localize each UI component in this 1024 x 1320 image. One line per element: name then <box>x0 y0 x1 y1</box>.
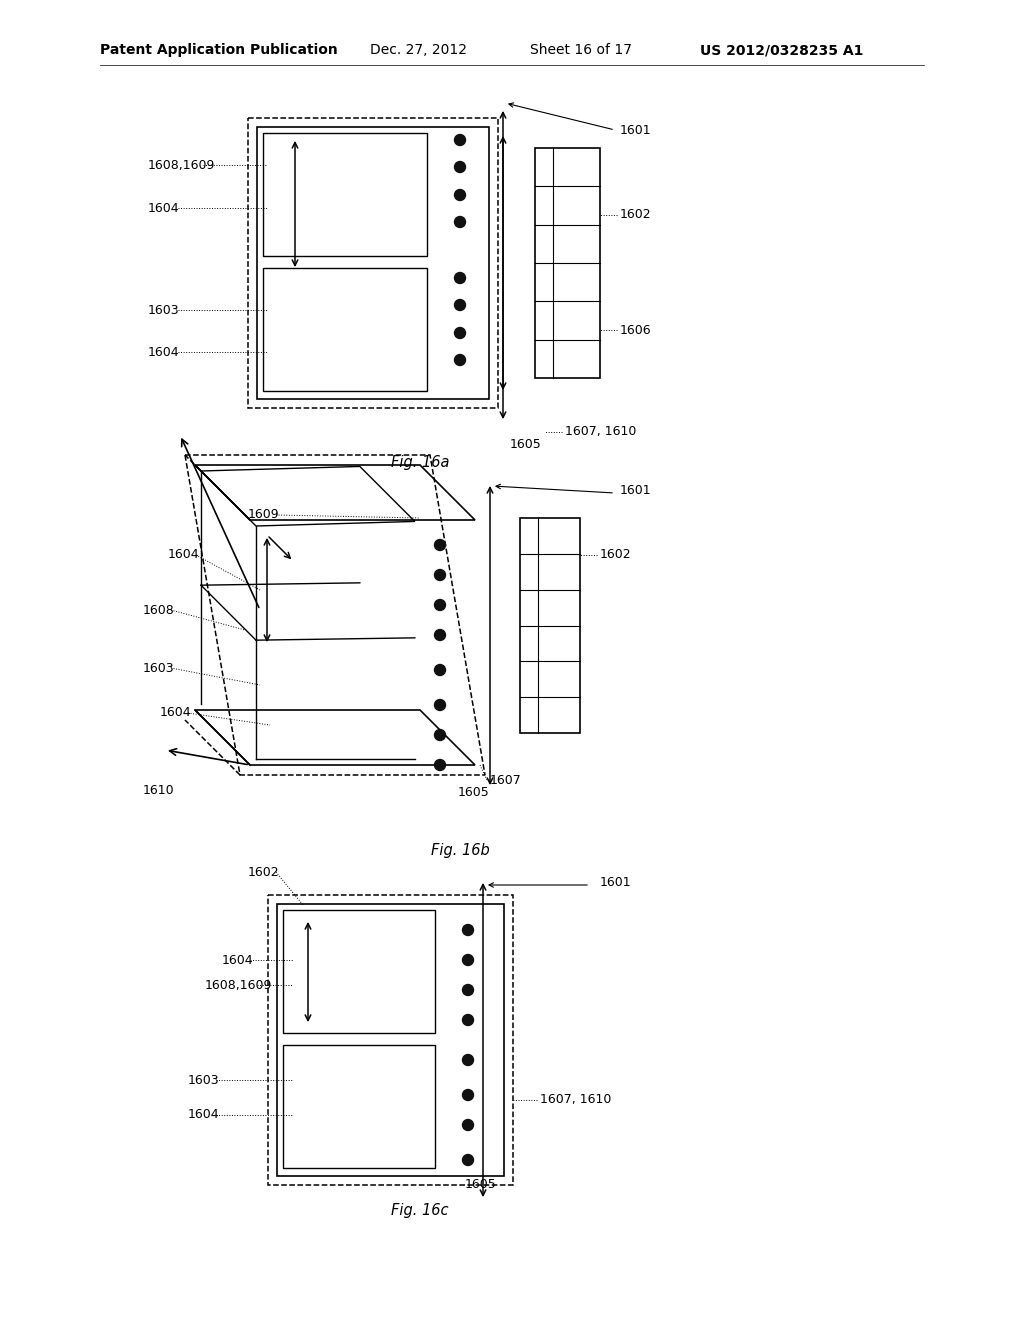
Bar <box>248 117 498 408</box>
Text: 1608,1609: 1608,1609 <box>148 158 215 172</box>
Text: Fig. 16a: Fig. 16a <box>391 454 450 470</box>
Text: Fig. 16b: Fig. 16b <box>431 842 489 858</box>
Text: 1605: 1605 <box>465 1179 497 1192</box>
Circle shape <box>434 759 445 771</box>
Text: Fig. 16c: Fig. 16c <box>391 1203 449 1217</box>
Text: 1605: 1605 <box>510 438 542 451</box>
Text: 1607: 1607 <box>490 774 522 787</box>
Circle shape <box>455 161 466 173</box>
Circle shape <box>455 216 466 227</box>
Bar <box>263 133 427 256</box>
Bar <box>278 904 504 1176</box>
Text: 1604: 1604 <box>148 346 179 359</box>
Text: 1604: 1604 <box>168 549 200 561</box>
Circle shape <box>463 985 473 995</box>
Circle shape <box>455 272 466 284</box>
Text: 1608: 1608 <box>143 603 175 616</box>
Text: 1603: 1603 <box>188 1073 219 1086</box>
Circle shape <box>455 300 466 310</box>
Text: Dec. 27, 2012: Dec. 27, 2012 <box>370 44 467 57</box>
Circle shape <box>463 1089 473 1101</box>
Bar <box>283 909 435 1034</box>
Circle shape <box>434 730 445 741</box>
Text: Sheet 16 of 17: Sheet 16 of 17 <box>530 44 632 57</box>
Text: 1603: 1603 <box>148 304 179 317</box>
Text: 1601: 1601 <box>620 124 651 136</box>
Text: 1608,1609: 1608,1609 <box>205 978 272 991</box>
Circle shape <box>434 664 445 676</box>
Text: 1607, 1610: 1607, 1610 <box>565 425 636 438</box>
Circle shape <box>463 954 473 965</box>
Bar <box>257 127 489 399</box>
Text: 1602: 1602 <box>248 866 280 879</box>
Circle shape <box>463 1155 473 1166</box>
Circle shape <box>434 540 445 550</box>
Text: 1609: 1609 <box>248 508 280 521</box>
Circle shape <box>463 1119 473 1130</box>
Text: 1605: 1605 <box>458 785 489 799</box>
Circle shape <box>434 630 445 640</box>
Bar <box>520 517 580 733</box>
Circle shape <box>434 569 445 581</box>
Text: 1601: 1601 <box>600 875 632 888</box>
Circle shape <box>463 924 473 936</box>
Bar <box>283 1045 435 1168</box>
Circle shape <box>463 1055 473 1065</box>
Text: US 2012/0328235 A1: US 2012/0328235 A1 <box>700 44 863 57</box>
Text: 1607, 1610: 1607, 1610 <box>540 1093 611 1106</box>
Text: 1602: 1602 <box>600 549 632 561</box>
Text: 1610: 1610 <box>143 784 175 796</box>
Text: 1603: 1603 <box>143 661 175 675</box>
Text: 1602: 1602 <box>620 209 651 222</box>
Circle shape <box>455 355 466 366</box>
Bar <box>535 148 600 378</box>
Circle shape <box>434 700 445 710</box>
Circle shape <box>455 327 466 338</box>
Circle shape <box>463 1015 473 1026</box>
Text: 1604: 1604 <box>222 953 254 966</box>
Text: 1604: 1604 <box>160 706 191 719</box>
Text: 1604: 1604 <box>188 1109 219 1122</box>
Bar <box>268 895 513 1185</box>
Text: 1606: 1606 <box>620 323 651 337</box>
Bar <box>263 268 427 391</box>
Text: 1604: 1604 <box>148 202 179 214</box>
Circle shape <box>455 135 466 145</box>
Circle shape <box>455 190 466 201</box>
Text: Patent Application Publication: Patent Application Publication <box>100 44 338 57</box>
Circle shape <box>434 599 445 610</box>
Text: 1601: 1601 <box>620 483 651 496</box>
